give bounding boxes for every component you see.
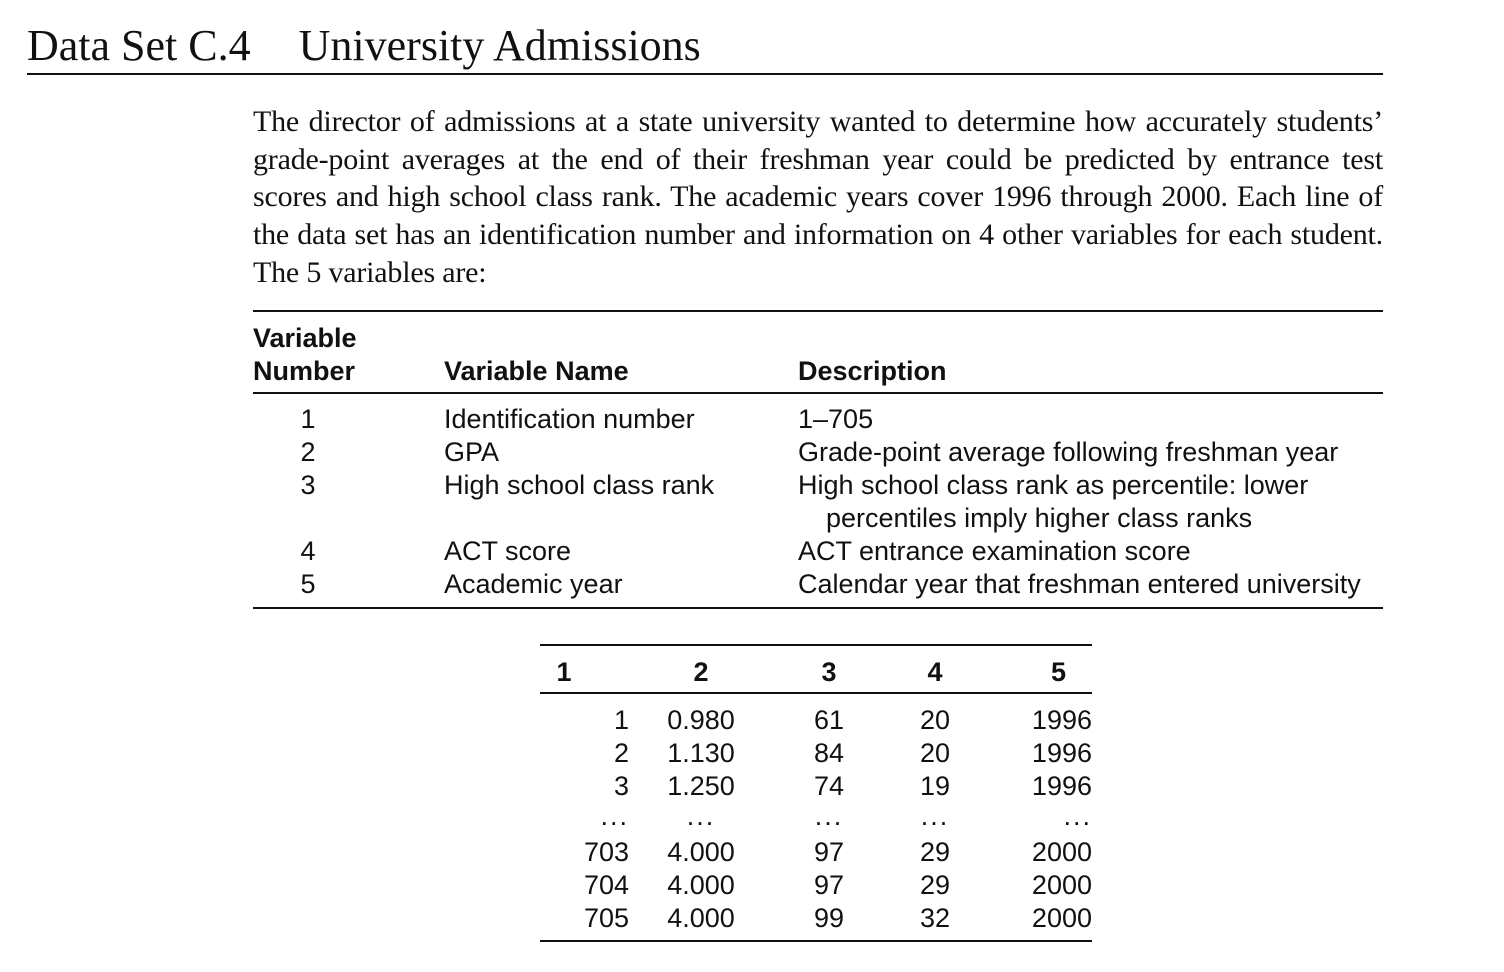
variable-number: 3	[300, 470, 316, 500]
data-table-ellipsis-row: ... ... ... ... ...	[540, 803, 1092, 836]
variables-table-row: 3 High school class rank High school cla…	[253, 469, 1383, 535]
variables-table-row: 5 Academic year Calendar year that fresh…	[253, 568, 1383, 601]
data-cell: 2	[613, 738, 629, 768]
data-cell: 19	[919, 771, 951, 801]
data-cell: 97	[813, 870, 845, 900]
variable-description: Grade-point average following freshman y…	[798, 437, 1339, 467]
variable-number: 1	[300, 404, 316, 434]
data-cell: 29	[919, 870, 951, 900]
variable-number: 5	[300, 569, 316, 599]
data-cell: 1996	[1031, 738, 1092, 768]
section-heading: Data Set C.4 University Admissions	[27, 18, 701, 74]
intro-paragraph: The director of admissions at a state un…	[253, 105, 1383, 289]
ellipsis-cell: ...	[814, 801, 844, 831]
variables-header-description: Description	[798, 356, 947, 386]
variables-table-row: 2 GPA Grade-point average following fres…	[253, 436, 1383, 469]
data-table-row: 704 4.000 97 29 2000	[540, 869, 1092, 902]
ellipsis-cell: ...	[920, 801, 950, 831]
variable-name: GPA	[444, 437, 500, 467]
data-table-top-rule	[540, 644, 1092, 646]
data-cell: 2000	[1031, 837, 1092, 867]
variables-table-row: 4 ACT score ACT entrance examination sco…	[253, 535, 1383, 568]
data-cell: 74	[813, 771, 845, 801]
data-cell: 1	[613, 705, 629, 735]
ellipsis-cell: ...	[1063, 801, 1092, 831]
data-table-row: 705 4.000 99 32 2000	[540, 902, 1092, 935]
ellipsis-cell: ...	[600, 801, 629, 831]
variables-table-top-rule	[253, 310, 1383, 312]
variable-description: High school class rank as percentile: lo…	[798, 469, 1308, 535]
data-table-header: 1 2 3 4 5	[540, 656, 1092, 689]
data-cell: 4.000	[667, 837, 735, 867]
data-cell: 97	[813, 837, 845, 867]
data-cell: 1996	[1031, 705, 1092, 735]
data-cell: 32	[919, 903, 951, 933]
data-cell: 29	[919, 837, 951, 867]
data-table-header-rule	[540, 692, 1092, 694]
data-cell: 1.250	[667, 771, 735, 801]
variables-table-row: 1 Identification number 1–705	[253, 403, 1383, 436]
data-column-header: 2	[693, 657, 709, 687]
variables-table-bottom-rule	[253, 607, 1383, 609]
variables-header-name: Variable Name	[444, 356, 629, 386]
data-table-bottom-rule	[540, 940, 1092, 942]
data-cell: 1.130	[667, 738, 735, 768]
heading-rule	[27, 73, 1383, 75]
variable-name: ACT score	[444, 536, 572, 566]
variables-header-number: Variable Number	[253, 323, 357, 386]
data-cell: 1996	[1031, 771, 1092, 801]
data-set-title: University Admissions	[298, 21, 701, 70]
data-set-label: Data Set C.4	[27, 21, 251, 70]
variable-description-continuation: percentiles imply higher class ranks	[826, 503, 1253, 533]
variable-description: Calendar year that freshman entered univ…	[798, 569, 1361, 599]
data-cell: 84	[813, 738, 845, 768]
variable-name: Identification number	[444, 404, 695, 434]
variable-description-line: High school class rank as percentile: lo…	[798, 470, 1309, 500]
variable-name: High school class rank	[444, 470, 715, 500]
data-cell: 20	[919, 738, 951, 768]
ellipsis-cell: ...	[686, 801, 716, 831]
data-cell: 703	[583, 837, 629, 867]
data-table-row: 703 4.000 97 29 2000	[540, 836, 1092, 869]
data-table-row: 2 1.130 84 20 1996	[540, 737, 1092, 770]
data-table-row: 1 0.980 61 20 1996	[540, 704, 1092, 737]
data-cell: 99	[813, 903, 845, 933]
data-table-row: 3 1.250 74 19 1996	[540, 770, 1092, 803]
data-cell: 705	[583, 903, 629, 933]
data-cell: 0.980	[667, 705, 735, 735]
variable-description: 1–705	[798, 404, 874, 434]
data-cell: 2000	[1031, 903, 1092, 933]
data-cell: 704	[583, 870, 629, 900]
data-cell: 4.000	[667, 903, 735, 933]
variables-table-body: 1 Identification number 1–705 2 GPA Grad…	[253, 403, 1383, 601]
data-column-header: 4	[927, 657, 943, 687]
data-cell: 20	[919, 705, 951, 735]
data-cell: 4.000	[667, 870, 735, 900]
data-column-header: 3	[821, 657, 837, 687]
data-cell: 61	[813, 705, 845, 735]
data-cell: 3	[613, 771, 629, 801]
variable-name: Academic year	[444, 569, 623, 599]
data-table-body: 1 0.980 61 20 1996 2 1.130 84 20 1996 3 …	[540, 704, 1092, 935]
variables-table-header-rule	[253, 392, 1383, 394]
variable-description: ACT entrance examination score	[798, 536, 1191, 566]
variable-number: 4	[300, 536, 316, 566]
data-cell: 2000	[1031, 870, 1092, 900]
variable-number: 2	[300, 437, 316, 467]
data-column-header: 1	[556, 657, 572, 687]
data-column-header: 5	[1050, 657, 1066, 687]
